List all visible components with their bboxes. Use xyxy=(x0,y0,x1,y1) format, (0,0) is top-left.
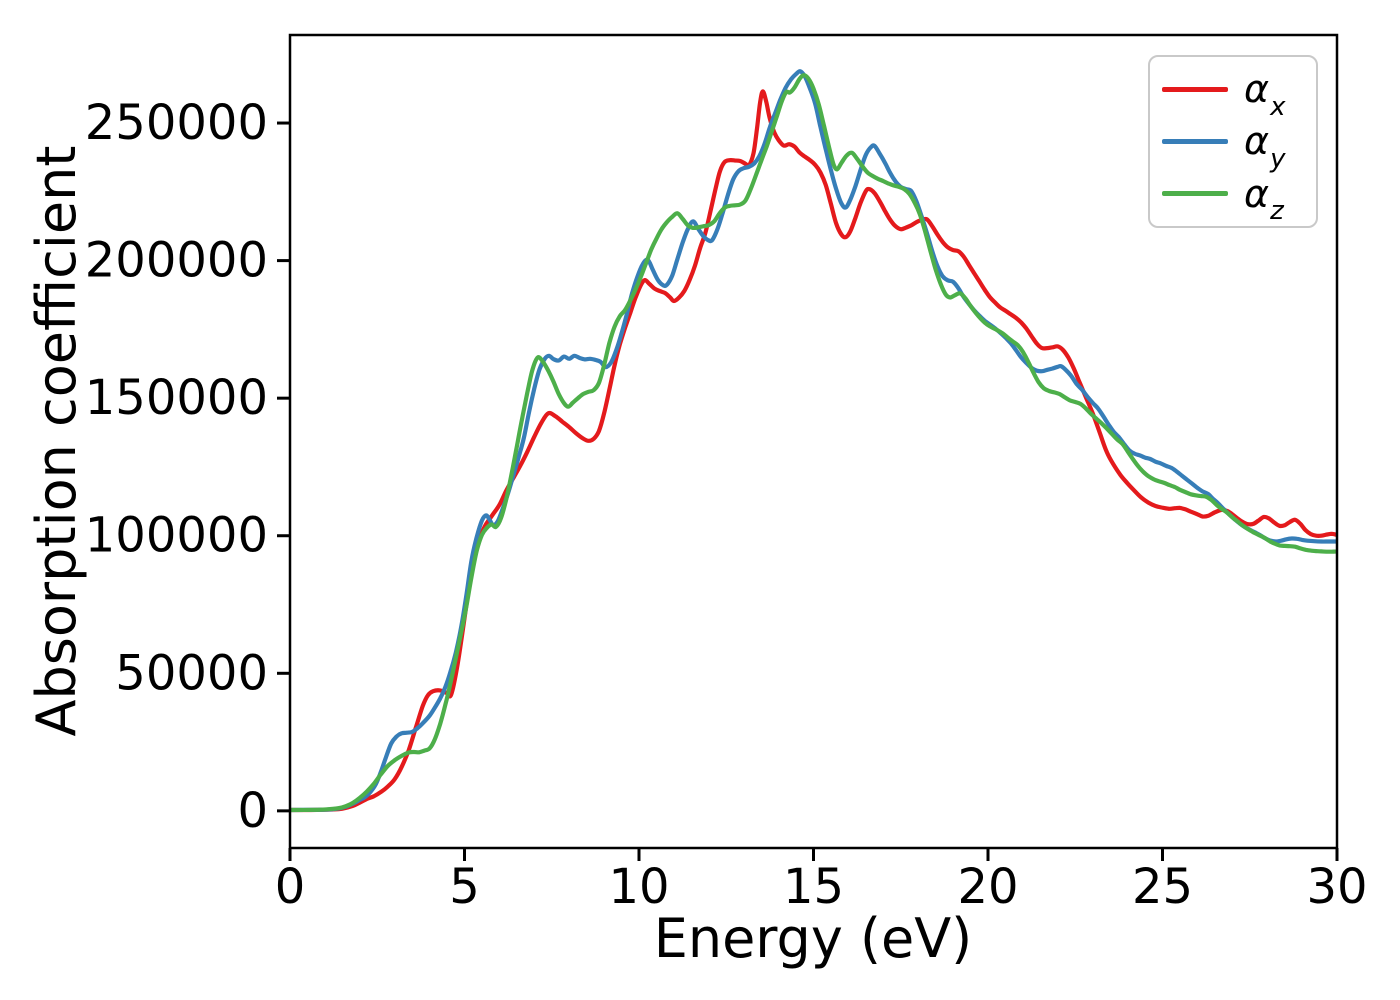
axes-group: 0 5 10 15 20 25 30 0 50000 100000 150000 200000 2500… xyxy=(85,33,1368,915)
y-tick-label: 50000 xyxy=(115,645,268,701)
legend-line-sample xyxy=(1162,138,1228,144)
y-tick-label: 150000 xyxy=(85,370,268,426)
x-tick-label: 0 xyxy=(275,859,306,915)
series-line-alpha-x xyxy=(290,89,1337,813)
y-axis-label: Absorption coefficient xyxy=(25,146,88,737)
legend-label: αx xyxy=(1244,67,1286,122)
y-tick-label: 250000 xyxy=(85,95,268,151)
series-group xyxy=(290,69,1337,813)
y-tick-label: 200000 xyxy=(85,233,268,289)
x-tick-label: 10 xyxy=(608,859,669,915)
legend-row-αz: αz xyxy=(1162,171,1306,227)
x-tick-label: 20 xyxy=(957,859,1018,915)
y-tick-label: 0 xyxy=(237,783,268,839)
legend-label: αz xyxy=(1244,171,1284,227)
x-tick-label: 15 xyxy=(783,859,844,915)
x-tick-label: 5 xyxy=(449,859,480,915)
plot-spines xyxy=(288,33,1339,850)
y-tick-label: 100000 xyxy=(85,508,268,564)
legend: αx αy αz xyxy=(1148,55,1318,228)
series-line-alpha-z xyxy=(290,73,1337,813)
x-tick-label: 30 xyxy=(1306,859,1367,915)
legend-line-sample xyxy=(1162,191,1228,197)
legend-line-sample xyxy=(1162,86,1228,92)
legend-row-αy: αy xyxy=(1162,119,1306,175)
x-tick-label: 25 xyxy=(1132,859,1193,915)
legend-row-αx: αx xyxy=(1162,67,1306,122)
legend-label: αy xyxy=(1244,119,1286,175)
x-axis-label: Energy (eV) xyxy=(654,907,973,970)
